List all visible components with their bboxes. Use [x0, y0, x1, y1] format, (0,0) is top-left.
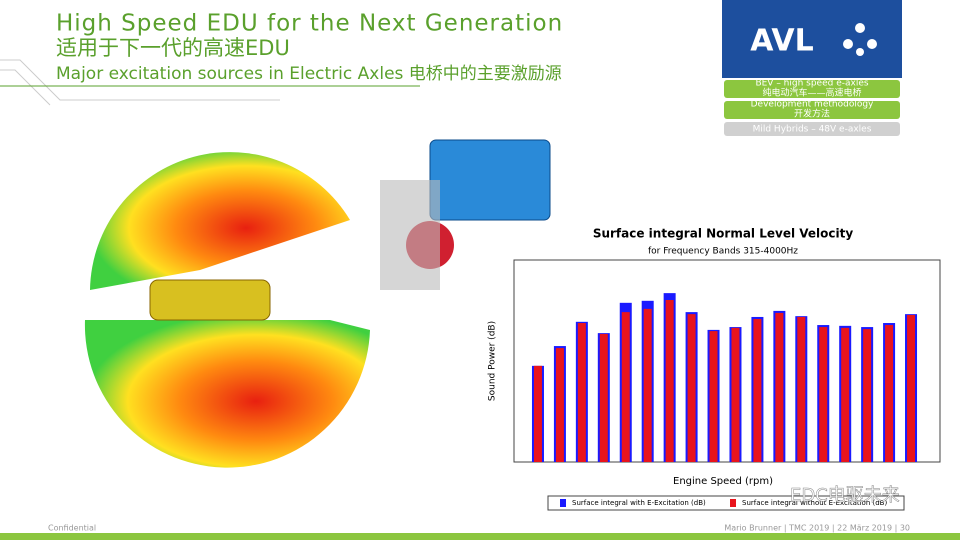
bar	[555, 348, 564, 462]
nav-button[interactable]	[724, 101, 900, 119]
title-cn: 适用于下一代的高速EDU	[56, 36, 290, 60]
nav-label-cn: 纯电动汽车——高速电桥	[762, 87, 861, 99]
subtitle: Major excitation sources in Electric Axl…	[56, 64, 562, 84]
legend-swatch	[730, 499, 736, 507]
bar	[687, 314, 696, 462]
legend-swatch	[560, 499, 566, 507]
nav-button[interactable]	[724, 122, 900, 136]
footer-strip	[0, 533, 960, 540]
nav-label-cn: 开发方法	[794, 108, 830, 120]
bar	[907, 314, 916, 462]
bar	[775, 312, 784, 462]
bar	[753, 318, 762, 462]
nav-label: Mild Hybrids – 48V e-axles	[753, 125, 872, 135]
nav-button[interactable]	[724, 80, 900, 98]
chart-title: Surface integral Normal Level Velocity	[593, 227, 854, 241]
bar	[841, 327, 850, 462]
title: High Speed EDU for the Next Generation	[56, 11, 563, 37]
logo-mark	[843, 23, 877, 56]
chart-subtitle: for Frequency Bands 315-4000Hz	[648, 247, 798, 257]
bar	[621, 312, 630, 462]
x-axis-label: Engine Speed (rpm)	[673, 476, 773, 487]
bar	[643, 308, 652, 462]
sphere-image	[84, 152, 370, 468]
bar	[797, 316, 806, 462]
decor-lines	[0, 59, 280, 106]
footer-left: Confidential	[48, 524, 96, 533]
bar	[665, 299, 674, 462]
bar	[599, 333, 608, 462]
footer-right: Mario Brunner | TMC 2019 | 22 März 2019 …	[724, 524, 910, 533]
y-axis-label: Sound Power (dB)	[488, 321, 498, 401]
bar	[709, 331, 718, 462]
bar	[819, 327, 828, 462]
chart: Surface integral Normal Level Velocity fo…	[488, 227, 941, 511]
logo: AVL	[750, 24, 814, 59]
bar	[863, 329, 872, 462]
watermark: EDC电驱未来	[790, 485, 900, 506]
nav-label: Development methodology	[751, 100, 874, 110]
bar	[731, 327, 740, 462]
nav-label: BEV – high speed e-axles	[755, 79, 868, 89]
bar	[885, 325, 894, 462]
motor-image	[380, 139, 551, 290]
bar	[533, 365, 542, 462]
legend-label: Surface integral with E-Excitation (dB)	[572, 499, 706, 507]
bar	[577, 323, 586, 462]
legend-label: Surface integral without E-Excitation (d…	[742, 499, 887, 507]
legend-box	[547, 495, 905, 511]
